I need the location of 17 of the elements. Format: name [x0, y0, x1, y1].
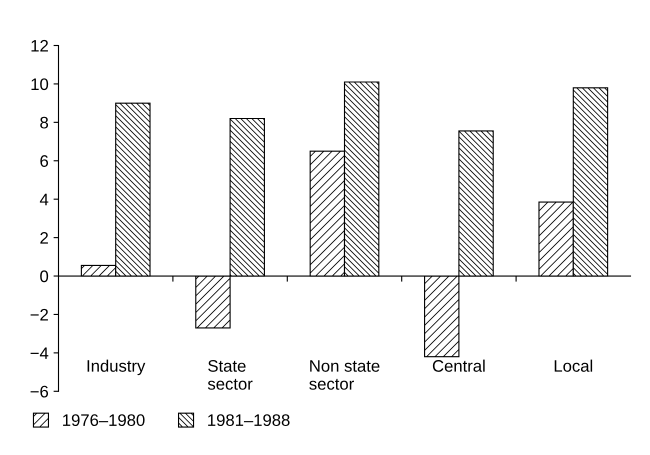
y-tick-label: 0	[40, 270, 48, 282]
y-tick-label: 12	[32, 40, 48, 52]
y-tick-label: 10	[32, 78, 48, 90]
y-tick-label: 6	[40, 155, 48, 167]
y-tick-label: 2	[40, 232, 48, 244]
y-tick-label: 8	[40, 116, 48, 129]
x-tick-label: State sector	[208, 360, 253, 390]
x-tick-label: Central	[432, 360, 485, 372]
y-tick-label: 4	[40, 194, 48, 206]
x-tick-label: Non state sector	[309, 360, 380, 390]
legend-label: 1976–1980	[63, 414, 145, 426]
y-tick-label: −2	[30, 308, 48, 320]
x-tick-label: Local	[554, 360, 592, 372]
x-tick-label: Industry	[88, 360, 146, 376]
y-tick-label: −4	[30, 347, 48, 359]
y-tick-label: −6	[30, 386, 48, 398]
legend-label: 1981–1988	[208, 414, 290, 426]
